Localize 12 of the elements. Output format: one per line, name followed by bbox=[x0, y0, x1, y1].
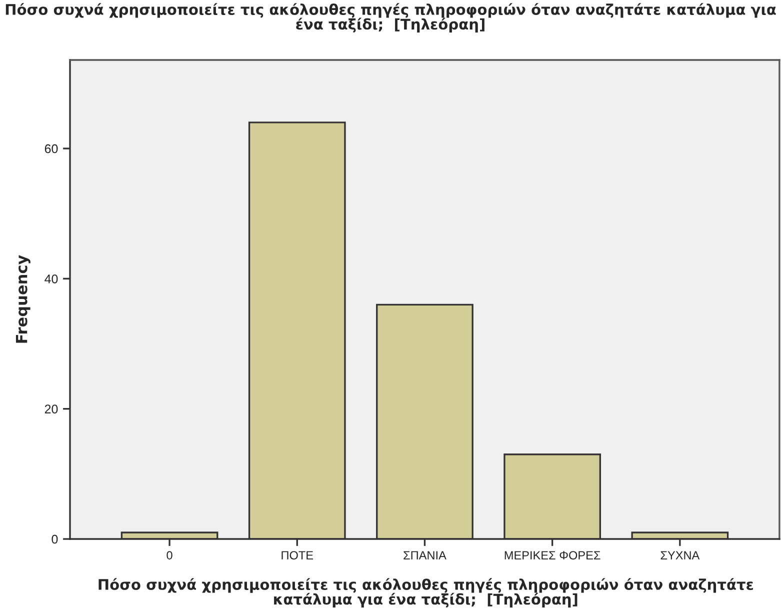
y-tick-label: 0 bbox=[52, 534, 58, 544]
x-tick-label: ΠΟΤΕ bbox=[282, 551, 314, 560]
y-tick-label: 20 bbox=[44, 404, 58, 414]
chart-title: Πόσο συχνά χρησιμοποιείτε τις ακόλουθες πηγές πληροφοριών όταν αναζητάτε κατάλυμα για ένα ταξίδι; [Τηλεόραη] bbox=[6, 3, 776, 32]
x-tick-label: ΣΠΑΝΙΑ bbox=[404, 551, 446, 560]
x-tick-label: ΜΕΡΙΚΕΣ ΦΟΡΕΣ bbox=[504, 551, 600, 560]
y-axis-title: Frequency bbox=[16, 255, 30, 343]
y-tick-label: 40 bbox=[44, 274, 58, 284]
y-tick-label: 60 bbox=[44, 144, 58, 154]
x-axis-title: Πόσο συχνά χρησιμοποιείτε τις ακόλουθες πηγές πληροφοριών όταν αναζητάτε κατάλυμα για ένα ταξίδι; [Τηλεόραη] bbox=[98, 578, 753, 608]
x-tick-label: ΣΥΧΝΑ bbox=[660, 551, 700, 560]
x-tick-label: 0 bbox=[166, 551, 172, 560]
